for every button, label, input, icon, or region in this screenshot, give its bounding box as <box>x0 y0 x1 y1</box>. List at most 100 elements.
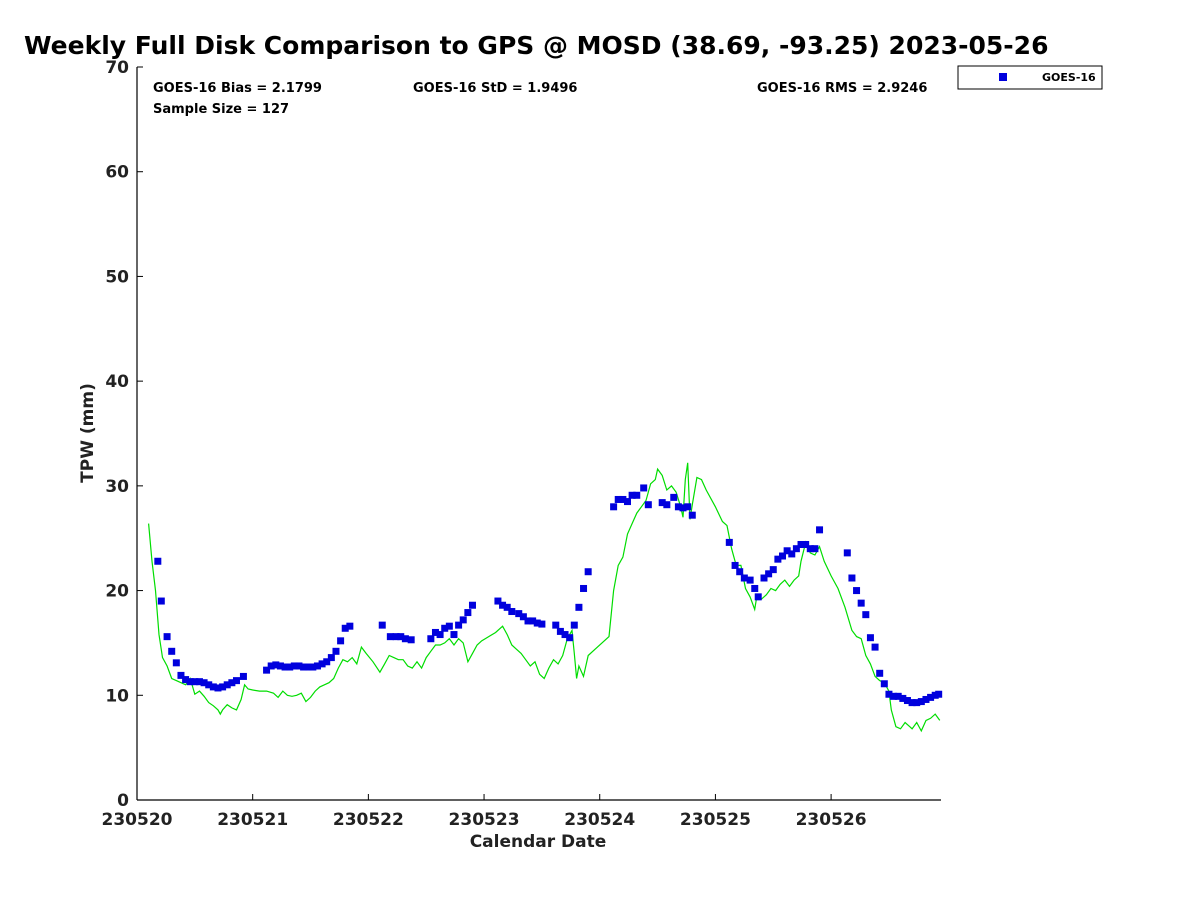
data-point-goes16 <box>337 637 345 645</box>
data-point-goes16 <box>663 501 671 509</box>
data-point-goes16 <box>286 663 294 671</box>
x-tick-label: 230526 <box>796 810 867 830</box>
data-point-goes16 <box>209 683 217 691</box>
data-point-goes16 <box>468 601 476 609</box>
data-point-goes16 <box>575 603 583 611</box>
data-point-goes16 <box>903 697 911 705</box>
data-point-goes16 <box>267 662 275 670</box>
data-point-goes16 <box>519 613 527 621</box>
data-point-goes16 <box>300 663 308 671</box>
data-point-goes16 <box>168 647 176 655</box>
legend-marker-goes16 <box>999 73 1007 81</box>
data-point-goes16 <box>857 599 865 607</box>
y-tick-label: 50 <box>105 267 129 287</box>
data-point-goes16 <box>570 621 578 629</box>
data-point-goes16 <box>670 493 678 501</box>
data-point-goes16 <box>182 676 190 684</box>
x-axis-label: Calendar Date <box>470 832 607 852</box>
y-tick-label: 10 <box>105 686 129 706</box>
data-point-goes16 <box>538 620 546 628</box>
data-point-goes16 <box>623 498 631 506</box>
data-point-goes16 <box>658 499 666 507</box>
y-tick-label: 70 <box>105 58 129 78</box>
data-point-goes16 <box>309 663 317 671</box>
data-point-goes16 <box>163 633 171 641</box>
data-point-goes16 <box>610 503 618 511</box>
data-point-goes16 <box>862 611 870 619</box>
data-point-goes16 <box>295 662 303 670</box>
data-point-goes16 <box>684 503 692 511</box>
data-point-goes16 <box>908 699 916 707</box>
data-point-goes16 <box>935 690 943 698</box>
rms-stat: GOES-16 RMS = 2.9246 <box>757 81 927 96</box>
legend: GOES-16 <box>957 65 1103 90</box>
data-point-goes16 <box>195 678 203 686</box>
legend-box <box>957 65 1103 90</box>
data-point-goes16 <box>272 661 280 669</box>
data-point-goes16 <box>318 660 326 668</box>
data-point-goes16 <box>783 547 791 555</box>
data-point-goes16 <box>853 587 861 595</box>
data-point-goes16 <box>644 501 652 509</box>
data-point-goes16 <box>263 666 271 674</box>
data-point-goes16 <box>922 695 930 703</box>
data-point-goes16 <box>533 619 541 627</box>
x-tick-label: 230521 <box>217 810 288 830</box>
x-tick-label: 230520 <box>102 810 173 830</box>
data-point-goes16 <box>397 633 405 641</box>
x-tick-label: 230525 <box>680 810 751 830</box>
data-point-goes16 <box>332 647 340 655</box>
data-point-goes16 <box>866 634 874 642</box>
data-point-goes16 <box>276 662 284 670</box>
data-point-goes16 <box>281 663 289 671</box>
data-point-goes16 <box>346 622 354 630</box>
data-point-goes16 <box>769 566 777 574</box>
data-point-goes16 <box>674 503 682 511</box>
data-point-goes16 <box>239 672 247 680</box>
data-point-goes16 <box>797 540 805 548</box>
data-point-goes16 <box>327 654 335 662</box>
data-point-goes16 <box>552 621 560 629</box>
data-point-goes16 <box>633 491 641 499</box>
data-point-goes16 <box>459 616 467 624</box>
data-point-goes16 <box>765 570 773 578</box>
data-point-goes16 <box>177 671 185 679</box>
data-point-goes16 <box>880 680 888 688</box>
data-point-goes16 <box>219 683 227 691</box>
data-point-goes16 <box>788 550 796 558</box>
data-point-goes16 <box>503 603 511 611</box>
data-point-goes16 <box>774 555 782 563</box>
y-tick-label: 20 <box>105 582 129 602</box>
data-point-goes16 <box>792 545 800 553</box>
data-point-goes16 <box>205 681 213 689</box>
legend-label-goes16: GOES-16 <box>1042 71 1096 84</box>
data-point-goes16 <box>725 538 733 546</box>
data-point-goes16 <box>894 692 902 700</box>
data-point-goes16 <box>232 677 240 685</box>
data-point-goes16 <box>524 617 532 625</box>
data-point-goes16 <box>186 678 194 686</box>
data-point-goes16 <box>614 495 622 503</box>
chart-title: Weekly Full Disk Comparison to GPS @ MOS… <box>24 31 1048 60</box>
data-point-goes16 <box>779 552 787 560</box>
data-point-goes16 <box>917 698 925 706</box>
y-tick-label: 40 <box>105 372 129 392</box>
data-point-goes16 <box>876 669 884 677</box>
data-point-goes16 <box>223 681 231 689</box>
x-tick-label: 230524 <box>564 810 635 830</box>
data-point-goes16 <box>515 610 523 618</box>
data-point-goes16 <box>746 576 754 584</box>
data-point-goes16 <box>450 631 458 639</box>
data-point-goes16 <box>913 699 921 707</box>
x-tick-label: 230522 <box>333 810 404 830</box>
data-point-goes16 <box>802 540 810 548</box>
data-point-goes16 <box>191 678 199 686</box>
data-point-goes16 <box>740 574 748 582</box>
data-point-goes16 <box>323 658 331 666</box>
data-point-goes16 <box>927 693 935 701</box>
data-point-goes16 <box>566 634 574 642</box>
data-point-goes16 <box>679 504 687 512</box>
data-point-goes16 <box>464 609 472 617</box>
data-point-goes16 <box>580 584 588 592</box>
